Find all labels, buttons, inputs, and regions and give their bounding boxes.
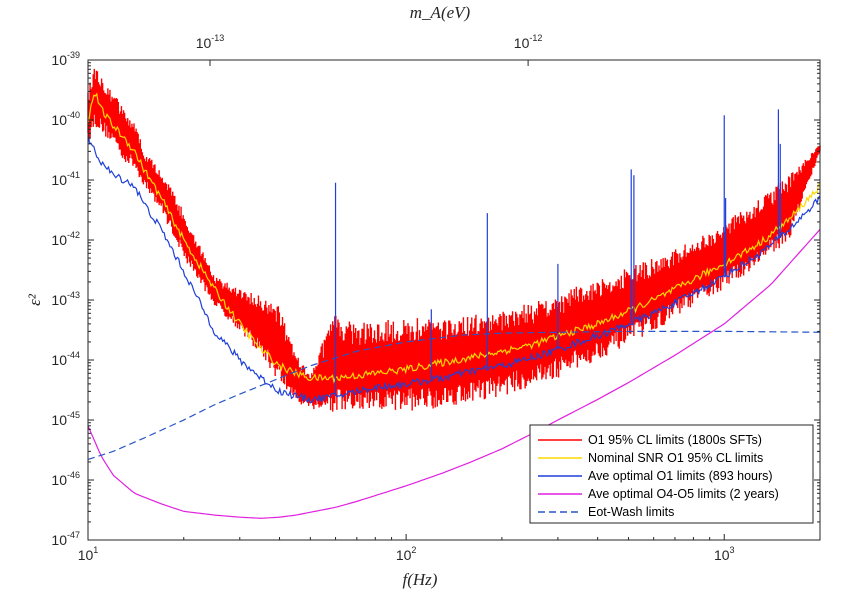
legend-box [529, 424, 814, 524]
series-ave-optimal-o1-limits-893-hours [87, 134, 821, 404]
top-tick-label: 10-13 [196, 33, 225, 51]
y-tick-label: 10-47 [51, 530, 80, 548]
series-eot-wash-limits [87, 330, 821, 461]
x-tick-label: 103 [714, 545, 735, 563]
y-tick-label: 10-39 [51, 50, 80, 68]
top-axis-label: m_A(eV) [410, 3, 471, 22]
y-tick-label: 10-43 [51, 290, 80, 308]
legend-label-ave-optimal-o4-o5-limits-2-years: Ave optimal O4-O5 limits (2 years) [588, 487, 779, 501]
top-tick-label: 10-12 [514, 33, 543, 51]
y-tick-label: 10-46 [51, 470, 80, 488]
line-layer [87, 92, 821, 519]
y-tick-label: 10-41 [51, 170, 80, 188]
series-nominal-snr-o1-95-cl-limits [87, 92, 821, 384]
x-tick-label: 101 [78, 545, 99, 563]
legend-label-nominal-snr-o1-95-cl-limits: Nominal SNR O1 95% CL limits [588, 451, 763, 465]
legend-label-eot-wash-limits: Eot-Wash limits [588, 505, 674, 519]
series-ave-optimal-o4-o5-limits-2-years [87, 229, 821, 519]
legend-label-o1-95-cl-limits-1800s-sfts: O1 95% CL limits (1800s SFTs) [588, 433, 762, 447]
y-axis-label: ε² [25, 293, 44, 306]
y-tick-label: 10-45 [51, 410, 80, 428]
x-tick-label: 102 [396, 545, 417, 563]
tick-layer: 101 102 103 10-47 10-46 10-45 10-44 10-43 10-42 1… [51, 33, 821, 563]
y-tick-label: 10-40 [51, 110, 80, 128]
legend-label-ave-optimal-o1-limits-893-hours: Ave optimal O1 limits (893 hours) [588, 469, 773, 483]
x-axis-label: f(Hz) [403, 570, 438, 589]
y-tick-label: 10-44 [51, 350, 80, 368]
legend: O1 95% CL limits (1800s SFTs) Nominal SNR… [529, 424, 814, 524]
y-tick-label: 10-42 [51, 230, 80, 248]
